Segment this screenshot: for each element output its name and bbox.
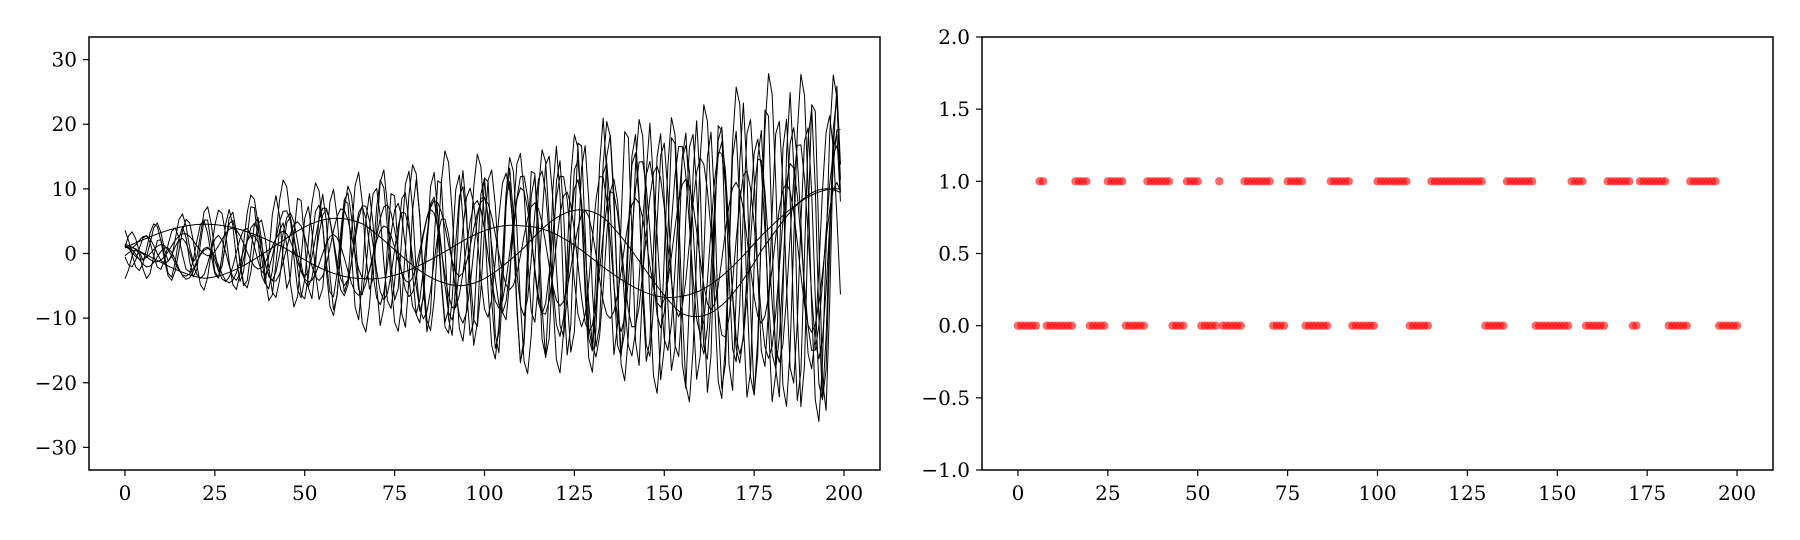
right-x-tick-label: 150 xyxy=(1538,481,1576,505)
left-x-tick-label: 75 xyxy=(382,481,407,505)
state-point xyxy=(1711,177,1720,186)
state-point xyxy=(1527,177,1537,186)
left-y-tick-label: −30 xyxy=(35,435,77,459)
state-point xyxy=(1236,321,1246,330)
right-y-tick-label: 1.0 xyxy=(938,169,970,193)
state-point xyxy=(1563,321,1573,330)
state-point xyxy=(1211,321,1220,330)
state-point xyxy=(1279,321,1289,330)
state-point xyxy=(1402,177,1411,186)
left-x-tick-label: 200 xyxy=(825,481,863,505)
right-x-tick-label: 100 xyxy=(1358,481,1396,505)
left-x-tick-label: 125 xyxy=(555,481,593,505)
state-point xyxy=(1423,321,1433,330)
state-point xyxy=(1118,177,1127,186)
state-point xyxy=(1322,321,1332,330)
waveform-lines xyxy=(124,73,841,422)
left-x-tick-label: 175 xyxy=(735,481,773,505)
right-y-tick-label: 1.5 xyxy=(938,97,970,121)
waveform-series-line-6 xyxy=(124,115,841,370)
state-point xyxy=(1369,321,1379,330)
left-y-tick-label: 20 xyxy=(52,112,77,136)
left-x-tick-label: 150 xyxy=(645,481,683,505)
state-point xyxy=(1297,177,1307,186)
left-y-axis-ticks: 30 20 10 0 −10 −20 −30 xyxy=(35,48,89,459)
waveform-series-line-9 xyxy=(124,188,841,298)
right-y-tick-label: 0.5 xyxy=(938,242,970,266)
right-x-tick-label: 200 xyxy=(1718,481,1756,505)
state-point xyxy=(1193,177,1202,186)
state-point xyxy=(1038,177,1048,186)
waveform-series-line-4 xyxy=(124,178,841,333)
right-x-tick-label: 125 xyxy=(1448,481,1486,505)
state-point xyxy=(1632,321,1641,330)
right-x-tick-label: 25 xyxy=(1095,481,1120,505)
left-x-tick-label: 50 xyxy=(292,481,317,505)
state-point xyxy=(1499,321,1508,330)
left-x-tick-label: 25 xyxy=(202,481,227,505)
right-x-axis-ticks: 0 25 50 75 100 125 150 175 200 xyxy=(1012,470,1756,505)
left-y-tick-label: 0 xyxy=(64,242,77,266)
waveform-series-line-10 xyxy=(124,188,841,318)
state-point xyxy=(1682,321,1691,330)
right-x-tick-label: 0 xyxy=(1012,481,1025,505)
waveform-series-line-8 xyxy=(124,145,841,359)
left-x-tick-label: 0 xyxy=(119,481,132,505)
state-point xyxy=(1100,321,1109,330)
state-point xyxy=(1599,321,1609,330)
state-point xyxy=(1179,321,1188,330)
right-y-axis-ticks: 2.0 1.5 1.0 0.5 0.0 −0.5 −1.0 xyxy=(921,25,982,482)
state-point xyxy=(1732,321,1742,330)
right-x-tick-label: 175 xyxy=(1628,481,1666,505)
right-y-tick-label: 2.0 xyxy=(938,25,970,49)
state-point xyxy=(1624,177,1634,186)
state-point xyxy=(1082,177,1091,186)
state-point xyxy=(1164,177,1174,186)
state-point xyxy=(1139,321,1149,330)
state-scatter-chart: 0 25 50 75 100 125 150 175 200 2.0 1.5 1.0 0.5 0.0 −0… xyxy=(921,25,1774,505)
left-y-tick-label: −10 xyxy=(35,306,77,330)
left-y-tick-label: 10 xyxy=(52,177,77,201)
state-point xyxy=(1660,177,1670,186)
right-y-tick-label: −0.5 xyxy=(921,386,970,410)
state-point xyxy=(1344,177,1353,186)
right-x-tick-label: 50 xyxy=(1185,481,1210,505)
state-point xyxy=(1031,321,1041,330)
left-y-tick-label: 30 xyxy=(52,48,77,72)
waveform-series-line-3 xyxy=(124,73,841,422)
right-x-tick-label: 75 xyxy=(1275,481,1300,505)
state-point xyxy=(1578,177,1587,186)
state-point xyxy=(1265,177,1274,186)
left-y-tick-label: −20 xyxy=(35,371,77,395)
left-x-axis-ticks: 0 25 50 75 100 125 150 175 200 xyxy=(119,470,863,505)
state-point xyxy=(1215,177,1224,186)
state-point xyxy=(1067,321,1077,330)
left-x-tick-label: 100 xyxy=(465,481,503,505)
right-y-tick-label: 0.0 xyxy=(938,314,970,338)
state-point xyxy=(1477,177,1486,186)
state-scatter-points xyxy=(1013,177,1742,330)
waveform-series-line-7 xyxy=(124,85,841,411)
right-y-tick-label: −1.0 xyxy=(921,458,970,482)
